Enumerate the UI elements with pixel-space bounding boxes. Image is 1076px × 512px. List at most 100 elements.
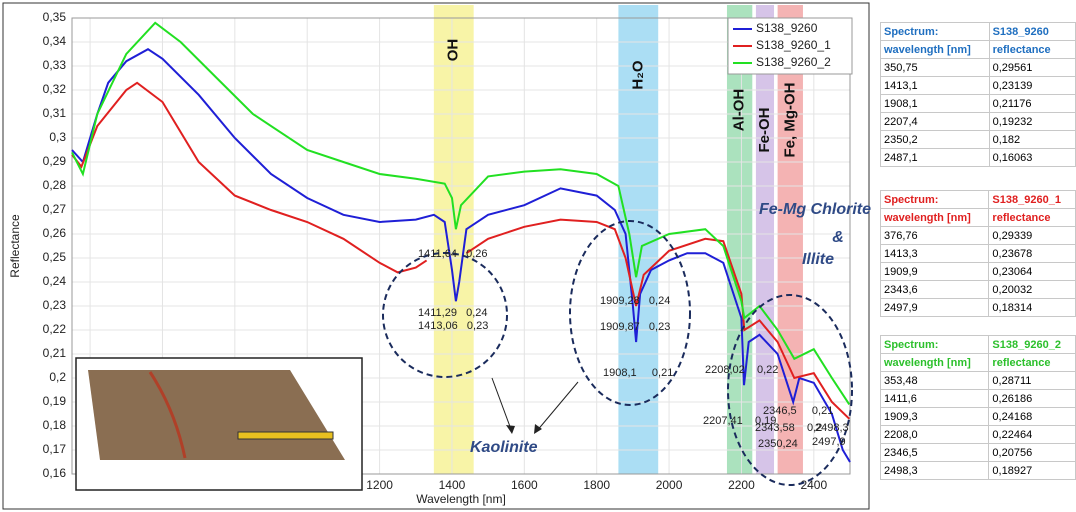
arrow bbox=[491, 377, 513, 433]
table-cell: 0,20756 bbox=[988, 443, 1076, 462]
table-cell: reflectance bbox=[988, 208, 1076, 227]
annotation: 1909,87 0,23 bbox=[600, 321, 670, 333]
annotation: 1908,1 0,21 bbox=[603, 367, 673, 379]
table-title-row: Spectrum: S138_9260_1 bbox=[879, 190, 1076, 209]
table-cell: 0,23064 bbox=[988, 262, 1076, 281]
highlight-ellipse bbox=[382, 252, 508, 378]
table-cell: wavelength [nm] bbox=[879, 208, 990, 227]
band-label: Al-OH bbox=[731, 89, 748, 132]
table-cell: reflectance bbox=[988, 40, 1076, 59]
table-cell: 376,76 bbox=[879, 226, 990, 245]
table-cell: 0,24168 bbox=[988, 407, 1076, 426]
spectrum-table: Spectrum: S138_9260 wavelength [nm] reflect… bbox=[880, 22, 1076, 167]
annotation: 2350,24 bbox=[758, 438, 798, 450]
y-tick-label: 0,28 bbox=[43, 178, 67, 192]
table-row: 1908,1 0,21176 bbox=[880, 94, 1076, 113]
table-cell: 350,75 bbox=[880, 58, 990, 77]
table-cell: 1411,6 bbox=[879, 389, 990, 408]
table-cell: 0,23139 bbox=[988, 76, 1076, 95]
table-row: 376,76 0,29339 bbox=[879, 226, 1076, 245]
legend-label: S138_9260_2 bbox=[756, 55, 831, 69]
table-row: 1413,1 0,23139 bbox=[880, 76, 1076, 95]
table-header-row: wavelength [nm] reflectance bbox=[879, 208, 1076, 227]
table-cell: 1908,1 bbox=[880, 94, 990, 113]
arrow bbox=[535, 381, 579, 433]
frame bbox=[2, 2, 870, 510]
table-row: 2208,0 0,22464 bbox=[879, 425, 1076, 444]
y-tick-label: 0,35 bbox=[43, 10, 67, 24]
mineral-label: Kaolinite bbox=[470, 439, 538, 456]
annotation: 1411,64 0,26 bbox=[418, 248, 488, 260]
y-tick-label: 0,3 bbox=[49, 130, 66, 144]
scale-bar bbox=[237, 431, 334, 440]
table-row: 1909,3 0,24168 bbox=[879, 407, 1076, 426]
table-row: 2346,5 0,20756 bbox=[879, 443, 1076, 462]
band bbox=[433, 5, 474, 474]
table-cell: 2346,5 bbox=[879, 443, 990, 462]
table-cell: 0,23678 bbox=[988, 244, 1076, 263]
mineral-label: Illite bbox=[802, 251, 834, 268]
band bbox=[726, 5, 753, 474]
table-row: 2343,6 0,20032 bbox=[879, 280, 1076, 299]
y-tick-label: 0,16 bbox=[43, 466, 67, 480]
table-header-row: wavelength [nm] reflectance bbox=[879, 353, 1076, 372]
legend-label: S138_9260_1 bbox=[756, 38, 831, 52]
annotation: 2343,58 0,2 bbox=[755, 422, 822, 434]
band bbox=[755, 5, 775, 474]
plot-border bbox=[71, 17, 851, 475]
legend-label: S138_9260 bbox=[756, 21, 818, 35]
arrow-head bbox=[506, 425, 515, 434]
y-tick-label: 0,33 bbox=[43, 58, 67, 72]
annotation: 2497,9 bbox=[812, 436, 846, 448]
table-cell: Spectrum: bbox=[880, 22, 990, 41]
rock-vein bbox=[148, 371, 187, 459]
annotation: 1413,06 0,23 bbox=[418, 320, 488, 332]
y-tick-label: 0,23 bbox=[43, 298, 67, 312]
y-tick-label: 0,17 bbox=[43, 442, 67, 456]
table-title-row: Spectrum: S138_9260_2 bbox=[879, 335, 1076, 354]
table-cell: 2498,3 bbox=[879, 461, 990, 480]
highlight-ellipse bbox=[569, 220, 691, 406]
table-row: 2487,1 0,16063 bbox=[880, 148, 1076, 167]
spectrum-table: Spectrum: S138_9260_2 wavelength [nm] refle… bbox=[879, 335, 1076, 480]
annotation: 2207,41 0,19 bbox=[703, 415, 776, 427]
x-tick-label: 1800 bbox=[583, 478, 610, 492]
table-cell: S138_9260 bbox=[988, 22, 1076, 41]
table-cell: 0,28711 bbox=[988, 371, 1076, 390]
highlight-ellipse bbox=[727, 294, 853, 486]
table-cell: 1909,9 bbox=[879, 262, 990, 281]
table-cell: 1413,3 bbox=[879, 244, 990, 263]
table-cell: 0,20032 bbox=[988, 280, 1076, 299]
table-cell: 353,48 bbox=[879, 371, 990, 390]
x-tick-label: 1600 bbox=[511, 478, 538, 492]
y-axis-title: Reflectance bbox=[8, 214, 22, 278]
table-cell: 2208,0 bbox=[879, 425, 990, 444]
table-header-row: wavelength [nm] reflectance bbox=[880, 40, 1076, 59]
table-cell: 0,29561 bbox=[988, 58, 1076, 77]
table-row: 1411,6 0,26186 bbox=[879, 389, 1076, 408]
y-tick-label: 0,27 bbox=[43, 202, 67, 216]
table-cell: 1909,3 bbox=[879, 407, 990, 426]
table-cell: 0,21176 bbox=[988, 94, 1076, 113]
table-cell: 0,26186 bbox=[988, 389, 1076, 408]
band-label: Fe-OH bbox=[756, 108, 773, 153]
x-tick-label: 2400 bbox=[800, 478, 827, 492]
arrow-head bbox=[534, 424, 542, 434]
table-cell: 0,19232 bbox=[988, 112, 1076, 131]
mineral-label: & bbox=[832, 229, 844, 246]
table-cell: wavelength [nm] bbox=[880, 40, 990, 59]
x-tick-label: 1400 bbox=[439, 478, 466, 492]
table-row: 2498,3 0,18927 bbox=[879, 461, 1076, 480]
table-cell: 2350,2 bbox=[880, 130, 990, 149]
table-cell: 2343,6 bbox=[879, 280, 990, 299]
series-line bbox=[71, 48, 851, 463]
table-cell: S138_9260_2 bbox=[988, 335, 1076, 354]
table-cell: wavelength [nm] bbox=[879, 353, 990, 372]
y-tick-label: 0,24 bbox=[43, 274, 67, 288]
table-cell: 2497,9 bbox=[879, 298, 990, 317]
annotation: 1411,29 0,24 bbox=[418, 307, 488, 319]
series-line bbox=[71, 81, 850, 420]
annotation: 1909,28 0,24 bbox=[600, 295, 670, 307]
table-row: 2207,4 0,19232 bbox=[880, 112, 1076, 131]
